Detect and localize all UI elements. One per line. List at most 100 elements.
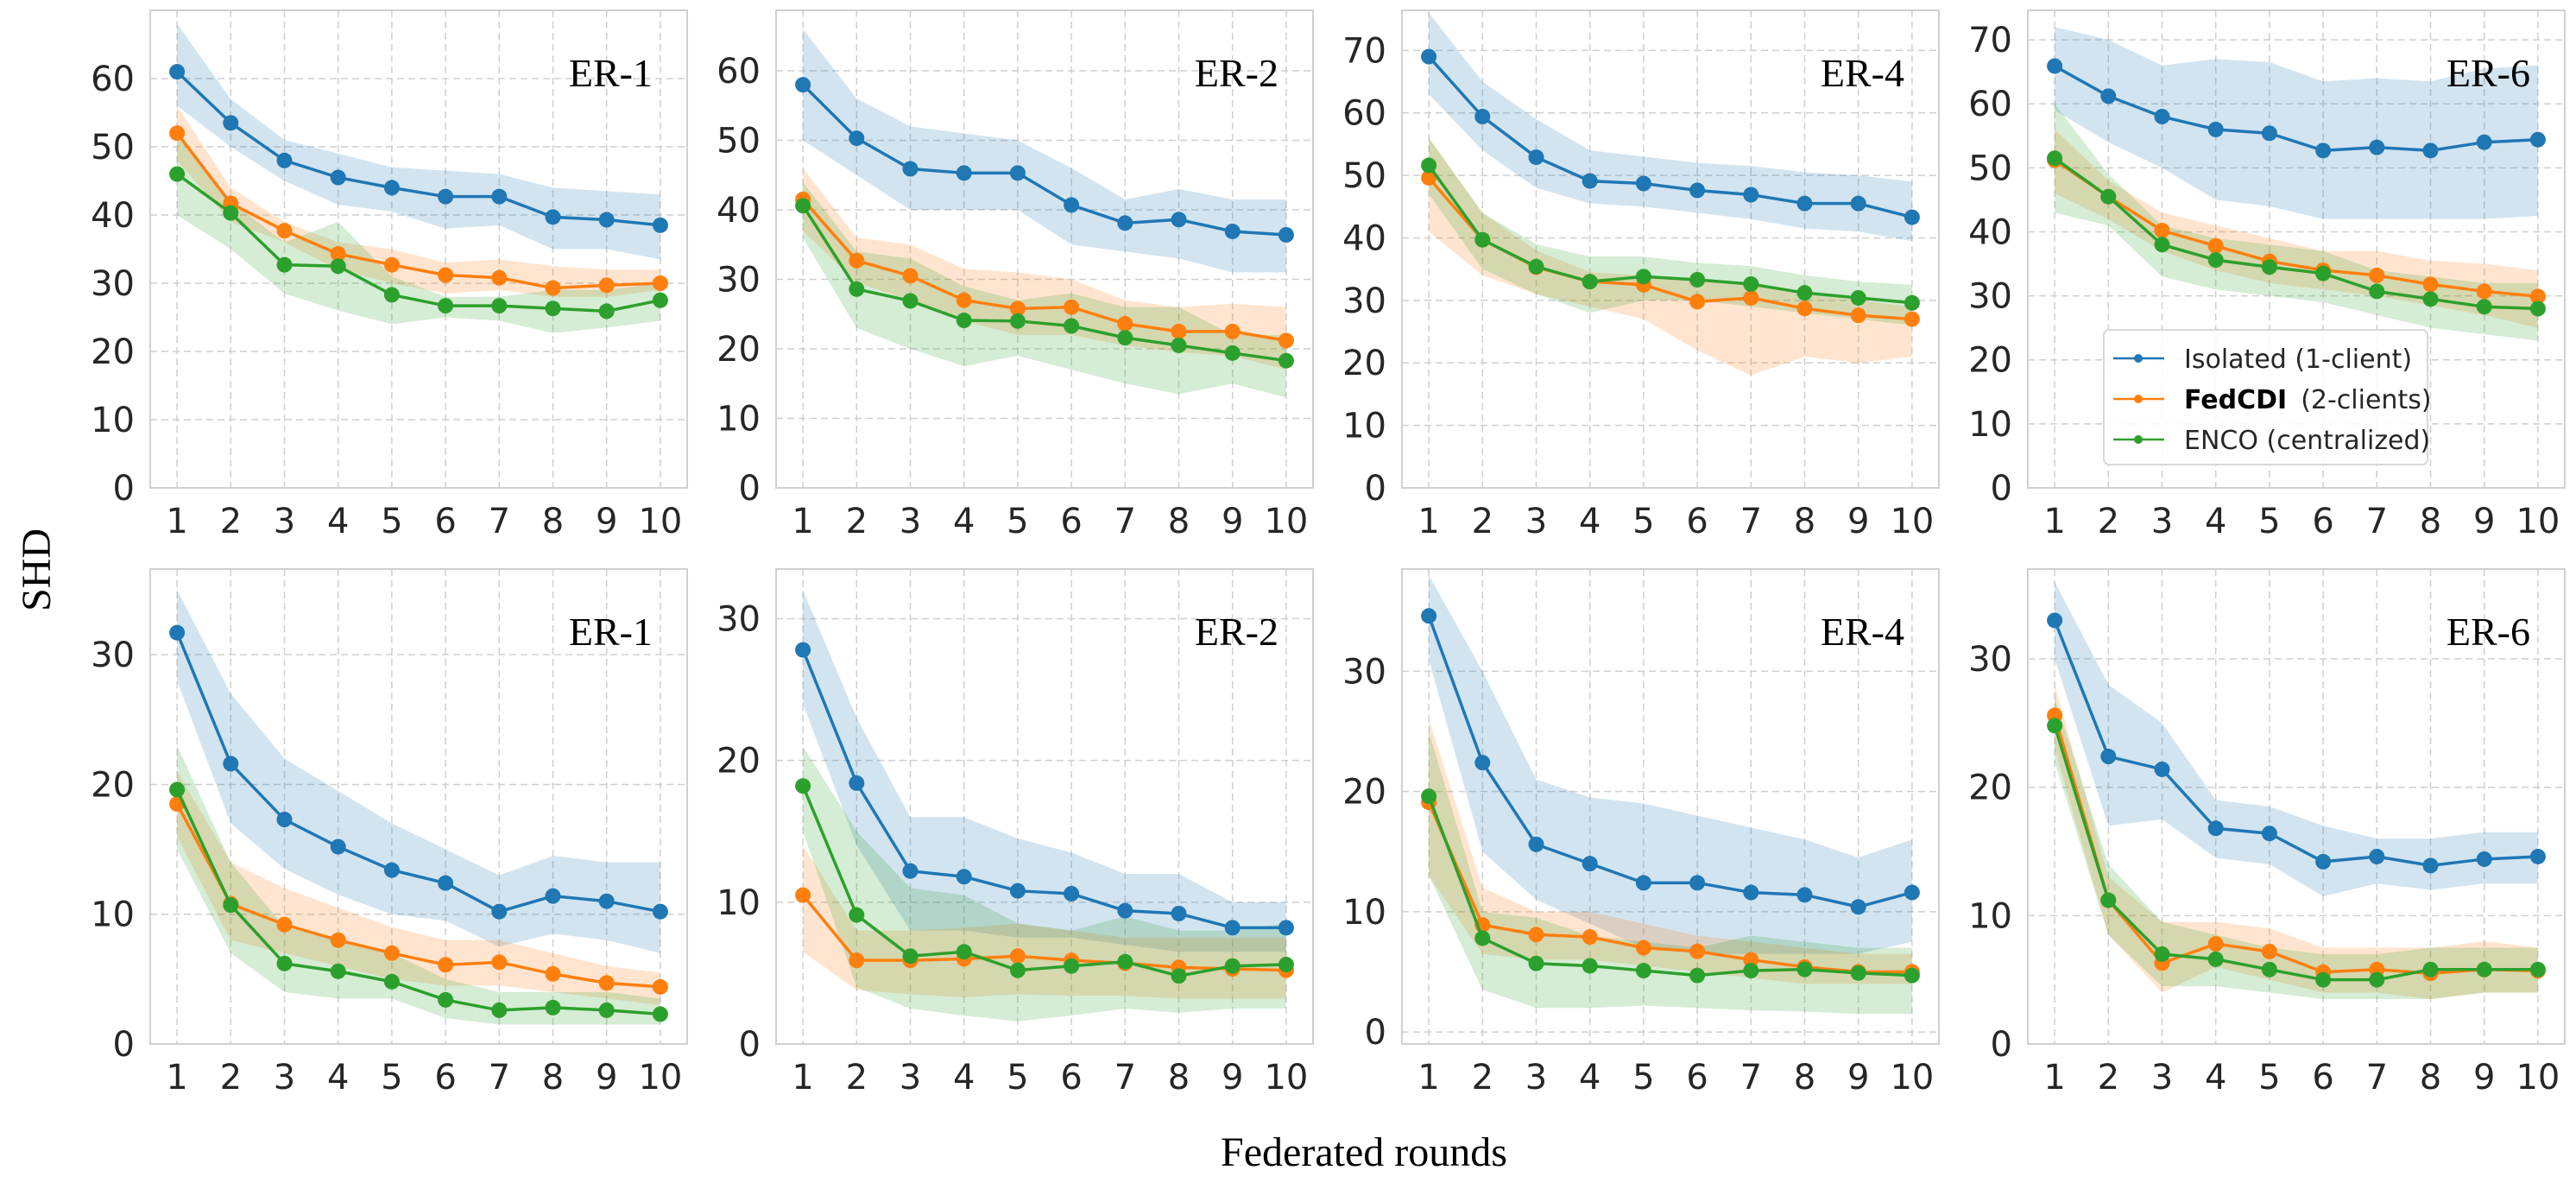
- x-tick-label: 9: [596, 502, 617, 541]
- isolated-point: [652, 217, 668, 233]
- fedcdi-point: [652, 275, 668, 291]
- legend-swatch-marker: [2134, 354, 2143, 363]
- isolated-point: [2154, 109, 2170, 125]
- x-tick-label: 8: [1168, 502, 1190, 541]
- y-tick-label: 70: [1342, 31, 1386, 71]
- fedcdi-line: [175, 132, 660, 290]
- enco-point: [491, 1002, 508, 1018]
- isolated-line: [1427, 615, 1913, 909]
- enco-confidence-band: [177, 133, 660, 333]
- fedcdi-point: [598, 277, 615, 294]
- x-tick-label: 9: [1847, 502, 1869, 541]
- isolated-point: [1850, 899, 1866, 915]
- isolated-point: [383, 862, 400, 878]
- isolated-point: [169, 624, 186, 641]
- panel-er-4-row2: 1 2 3 4 5 6 7 8 9 10 0 10 20 30 ER-4: [1342, 568, 1940, 1098]
- fedcdi-point: [545, 280, 561, 296]
- y-axis-label: SHD: [14, 528, 60, 611]
- fedcdi-point: [330, 246, 346, 263]
- x-tick-label: 1: [2043, 1058, 2065, 1098]
- enco-point: [2369, 971, 2385, 988]
- x-tick-label: 3: [1525, 1058, 1547, 1098]
- enco-point: [1796, 961, 1813, 977]
- isolated-point: [2100, 88, 2117, 104]
- enco-line: [1427, 795, 1912, 977]
- isolated-point: [545, 209, 561, 225]
- enco-point: [438, 298, 454, 314]
- isolated-confidence-band: [803, 590, 1286, 952]
- y-tick-label: 50: [717, 122, 761, 161]
- enco-point: [1635, 269, 1651, 285]
- enco-point: [1850, 965, 1866, 981]
- enco-point: [438, 991, 454, 1008]
- y-tick-label: 50: [1342, 156, 1386, 196]
- enco-point: [2529, 961, 2546, 977]
- fedcdi-point: [1582, 929, 1598, 946]
- fedcdi-point: [276, 916, 293, 933]
- x-tick-label: 6: [2312, 502, 2333, 541]
- x-tick-label: 1: [1417, 1058, 1439, 1098]
- isolated-point: [1474, 755, 1491, 771]
- enco-point: [1224, 958, 1241, 974]
- enco-point: [2476, 961, 2492, 977]
- y-tick-label: 0: [739, 469, 761, 509]
- fedcdi-point: [491, 269, 508, 286]
- fedcdi-point: [652, 978, 668, 995]
- fedcdi-point: [330, 932, 346, 948]
- enco-point: [902, 293, 919, 309]
- enco-point: [795, 778, 811, 794]
- x-tick-label: 6: [1686, 1058, 1708, 1098]
- fedcdi-line: [801, 894, 1286, 972]
- isolated-point: [2476, 134, 2492, 150]
- isolated-point: [1064, 885, 1080, 901]
- enco-point: [545, 999, 561, 1015]
- isolated-line: [1427, 55, 1913, 219]
- enco-line: [801, 205, 1287, 363]
- enco-point: [1224, 345, 1241, 361]
- isolated-line: [175, 70, 661, 227]
- enco-point: [2047, 150, 2063, 167]
- isolated-point: [2207, 121, 2224, 137]
- x-tick-label: 1: [166, 1058, 187, 1098]
- panel-er-6-row2: 1 2 3 4 5 6 7 8 9 10 0 10 20 30 ER-6: [1968, 568, 2566, 1098]
- x-tick-label: 7: [2366, 1058, 2388, 1098]
- fedcdi-point: [1689, 943, 1706, 959]
- x-tick-label: 10: [1264, 502, 1308, 541]
- isolated-point: [2529, 131, 2546, 148]
- enco-point: [652, 292, 668, 308]
- enco-confidence-band: [1429, 731, 1912, 1015]
- enco-point: [1582, 274, 1598, 290]
- x-tick-label: 4: [327, 502, 349, 541]
- isolated-point: [1743, 884, 1759, 901]
- enco-point: [1743, 963, 1759, 979]
- x-tick-label: 9: [2473, 502, 2495, 541]
- x-tick-label: 1: [1417, 502, 1439, 541]
- x-tick-label: 4: [2205, 1058, 2226, 1098]
- x-tick-label: 8: [542, 502, 564, 541]
- x-tick-label: 7: [489, 1058, 510, 1098]
- isolated-confidence-band: [2055, 27, 2538, 219]
- plot-area: [775, 568, 1314, 1045]
- isolated-point: [1796, 887, 1813, 903]
- enco-point: [1171, 968, 1187, 984]
- x-tick-label: 5: [381, 1058, 402, 1098]
- x-tick-label: 6: [434, 502, 456, 541]
- y-tick-label: 60: [91, 60, 135, 99]
- x-tick-label: 6: [2312, 1058, 2333, 1098]
- enco-point: [2207, 951, 2224, 967]
- isolated-point: [1904, 209, 1920, 225]
- y-tick-label: 10: [717, 883, 761, 923]
- panel-title: ER-2: [1195, 610, 1279, 654]
- x-tick-label: 8: [2420, 502, 2441, 541]
- enco-point: [2476, 299, 2492, 315]
- x-tick-label: 9: [1222, 1058, 1243, 1098]
- plot-area: [149, 9, 688, 489]
- x-tick-label: 6: [1060, 1058, 1082, 1098]
- x-tick-label: 8: [2420, 1058, 2441, 1098]
- panel-title: ER-2: [1195, 51, 1279, 95]
- isolated-point: [1171, 212, 1187, 228]
- panel-er-4-row1: 1 2 3 4 5 6 7 8 9 10 0 10 20 30 40 50 60 70 ER-4: [1342, 9, 1940, 541]
- legend-swatch-marker: [2134, 435, 2143, 444]
- enco-confidence-band: [177, 745, 660, 1025]
